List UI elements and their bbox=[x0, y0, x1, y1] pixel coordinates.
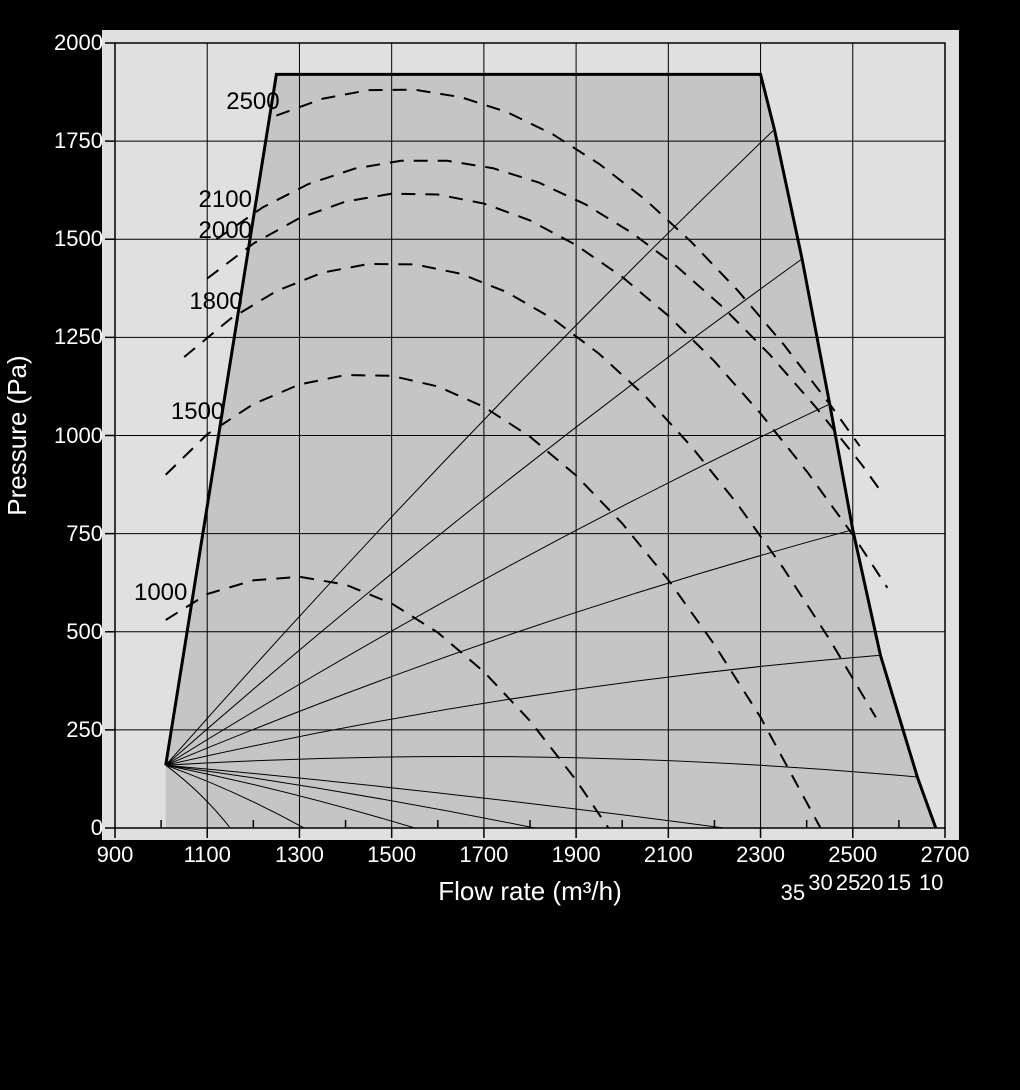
x-tick-label: 1300 bbox=[275, 842, 324, 868]
x-tick-label: 2500 bbox=[828, 842, 877, 868]
y-tick-label: 750 bbox=[43, 521, 103, 547]
speed-curve-label: 2100 bbox=[180, 186, 252, 214]
y-tick-label: 1250 bbox=[43, 324, 103, 350]
speed-curve-label: 1500 bbox=[152, 398, 224, 426]
y-tick-label: 500 bbox=[43, 619, 103, 645]
x-tick-label: 2700 bbox=[921, 842, 970, 868]
y-tick-label: 1500 bbox=[43, 226, 103, 252]
ray-label: 15 bbox=[887, 870, 911, 896]
ray-label: 20 bbox=[859, 870, 883, 896]
speed-curve-label: 1000 bbox=[115, 579, 187, 607]
y-tick-label: 2000 bbox=[43, 30, 103, 56]
x-tick-label: 2300 bbox=[736, 842, 785, 868]
y-tick-label: 250 bbox=[43, 717, 103, 743]
speed-curve-label: 2500 bbox=[208, 88, 280, 116]
chart-svg bbox=[0, 0, 1020, 1090]
x-tick-label: 1100 bbox=[184, 842, 231, 868]
ray-label: 10 bbox=[919, 870, 943, 896]
x-tick-label: 1500 bbox=[367, 842, 416, 868]
ray-label: 35 bbox=[781, 880, 805, 906]
y-axis-label: Pressure (Pa) bbox=[2, 43, 33, 828]
speed-curve-label: 1800 bbox=[171, 288, 243, 316]
y-tick-label: 0 bbox=[43, 815, 103, 841]
ray-label: 25 bbox=[836, 870, 860, 896]
x-tick-label: 1700 bbox=[459, 842, 508, 868]
x-tick-label: 2100 bbox=[644, 842, 693, 868]
y-tick-label: 1750 bbox=[43, 128, 103, 154]
ray-label: 30 bbox=[808, 870, 832, 896]
x-tick-label: 900 bbox=[97, 842, 134, 868]
x-tick-label: 1900 bbox=[552, 842, 601, 868]
speed-curve-label: 2000 bbox=[180, 217, 252, 245]
y-tick-label: 1000 bbox=[43, 423, 103, 449]
operating-envelope-fill bbox=[166, 74, 936, 828]
